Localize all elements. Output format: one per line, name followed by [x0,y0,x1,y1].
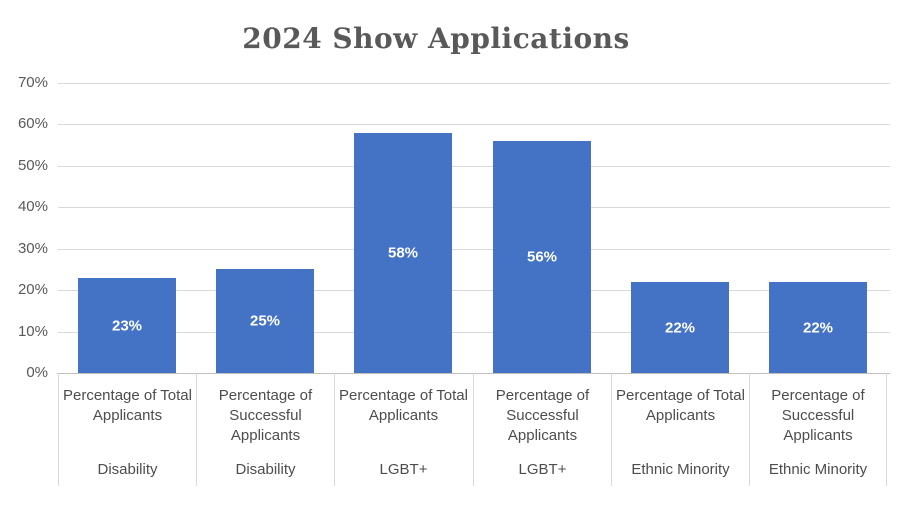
bar: 22% [769,282,867,373]
y-tick-label: 30% [17,240,48,257]
bar-data-label: 56% [526,248,558,266]
gridline [58,124,890,125]
bar-data-label: 58% [387,244,419,262]
y-tick-label: 0% [26,364,48,381]
category-cell: Percentage of Total Applicants LGBT+ [334,373,472,486]
bar: 58% [354,133,452,373]
category-cell: Percentage of Total Applicants Disability [58,373,196,486]
chart-title: 2024 Show Applications [242,22,630,55]
bar-data-label: 22% [802,319,834,336]
bar-data-label: 23% [111,317,143,334]
category-measure-label: Percentage of Total Applicants [616,387,745,424]
gridline [58,249,890,250]
category-group-label: Disability [97,461,158,478]
gridline [58,290,890,291]
y-tick-label: 10% [17,323,48,340]
category-cell: Percentage of Successful Applicants Disab… [196,373,334,486]
gridline [58,332,890,333]
category-cell: Percentage of Total Applicants Ethnic Min… [611,373,749,486]
y-tick-label: 20% [17,281,48,298]
category-cell: Percentage of Successful Applicants LGBT+ [473,373,611,486]
category-measure-label: Percentage of Successful Applicants [495,387,590,444]
category-group-label: LGBT+ [518,461,567,478]
bar-data-label: 22% [664,319,696,336]
gridline [58,207,890,208]
category-measure-label: Percentage of Successful Applicants [771,387,865,444]
y-tick-label: 50% [17,157,48,174]
bar: 56% [493,141,591,373]
gridline [58,166,890,167]
bar: 25% [216,269,314,373]
y-tick-label: 70% [17,74,48,91]
y-tick-label: 40% [17,198,48,215]
bar: 22% [631,282,729,373]
category-group-label: Ethnic Minority [631,461,730,478]
category-group-label: Ethnic Minority [768,461,868,478]
bar: 23% [78,278,176,373]
category-group-label: LGBT+ [379,461,428,478]
category-cell: Percentage of Successful Applicants Ethni… [749,373,887,486]
category-group-label: Disability [235,461,296,478]
category-measure-label: Percentage of Total Applicants [339,387,468,424]
category-measure-label: Percentage of Successful Applicants [218,387,313,444]
category-measure-label: Percentage of Total Applicants [63,387,192,424]
bar-data-label: 25% [249,312,281,330]
gridline [58,83,890,84]
y-tick-label: 60% [17,115,48,132]
